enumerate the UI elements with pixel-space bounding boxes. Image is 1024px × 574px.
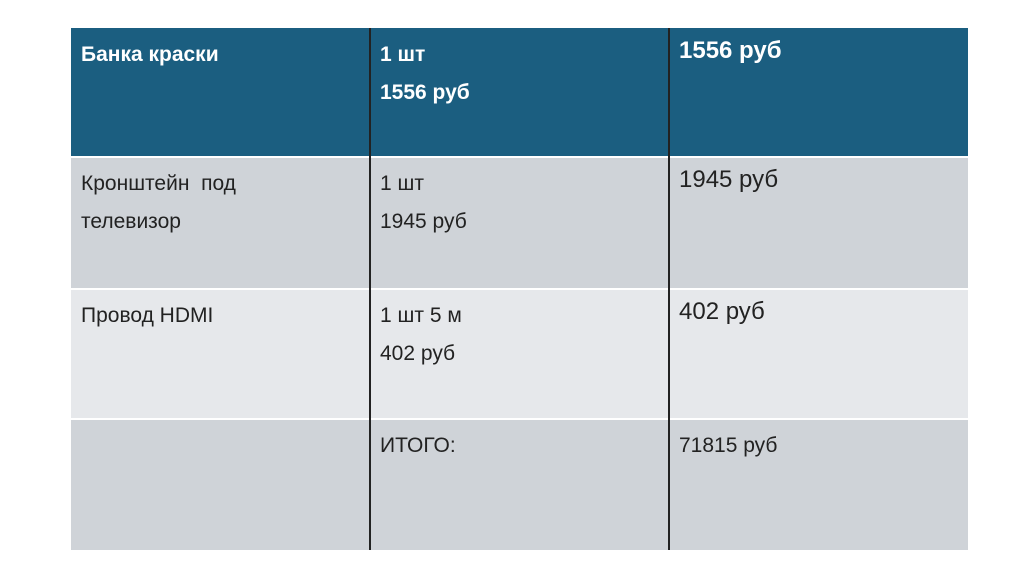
table-cell: 1945 руб [669, 157, 968, 289]
table-cell: 402 руб [669, 289, 968, 419]
table-cell: Банка краски [71, 28, 370, 157]
table-cell: Провод HDMI [71, 289, 370, 419]
cell-text: Провод HDMI [81, 304, 214, 327]
table-cell: Кронштейн под телевизор [71, 157, 370, 289]
cell-text: 1556 руб [380, 81, 470, 104]
cell-text: 402 руб [679, 298, 765, 325]
cell-text: 402 руб [380, 342, 456, 365]
table-cell [71, 419, 370, 550]
cell-text: 1 шт 5 м [380, 304, 462, 327]
table-cell: ИТОГО: [370, 419, 669, 550]
table-cell: 1 шт 5 м 402 руб [370, 289, 669, 419]
cell-text: 1945 руб [679, 166, 779, 193]
row-divider [71, 418, 968, 420]
row-divider [71, 288, 968, 290]
column-divider [369, 28, 371, 550]
cell-text: 71815 руб [679, 434, 778, 457]
cell-text: Банка краски [81, 43, 219, 66]
table-cell: 1 шт 1556 руб [370, 28, 669, 157]
column-divider [668, 28, 670, 550]
cell-text: 1945 руб [380, 210, 467, 233]
table-cell: 1556 руб [669, 28, 968, 157]
cell-text: телевизор [81, 210, 181, 233]
cell-text: ИТОГО: [380, 434, 456, 457]
table-cell: 71815 руб [669, 419, 968, 550]
cell-text: Кронштейн под [81, 172, 236, 195]
cell-text: 1556 руб [679, 37, 782, 64]
cell-text: 1 шт [380, 43, 426, 66]
table-cell: 1 шт 1945 руб [370, 157, 669, 289]
row-divider [71, 156, 968, 158]
cell-text: 1 шт [380, 172, 424, 195]
